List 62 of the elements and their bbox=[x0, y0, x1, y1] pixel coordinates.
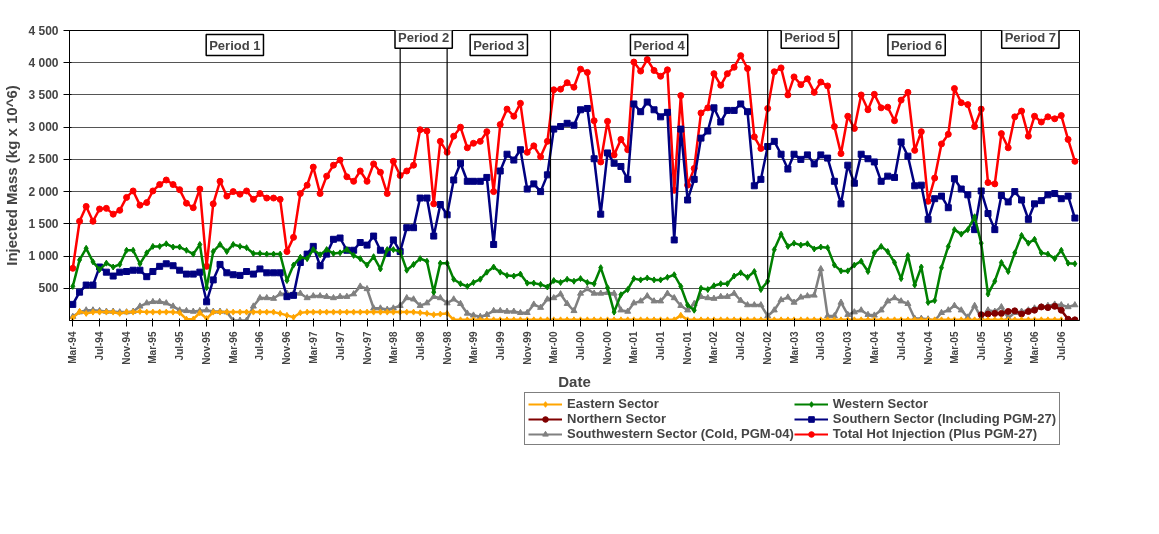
annotation: Period 5 bbox=[784, 30, 836, 46]
x-tick-label: Nov-94 bbox=[121, 331, 133, 365]
x-tick-label: Mar-06 bbox=[1029, 331, 1041, 364]
x-tick-label: Nov-98 bbox=[441, 331, 453, 365]
y-tick-label: 4 000 bbox=[28, 55, 59, 70]
legend-label: Eastern Sector bbox=[567, 396, 659, 411]
x-tick-label: Mar-94 bbox=[67, 331, 79, 364]
legend-label: Southwestern Sector (Cold, PGM-04) bbox=[567, 426, 794, 441]
annotation: Period 7 bbox=[1004, 30, 1056, 46]
x-tick-label: Nov-95 bbox=[201, 331, 213, 365]
x-tick-label: Jul-99 bbox=[494, 331, 506, 361]
x-tick-label: Mar-97 bbox=[307, 331, 319, 364]
x-tick-label: Mar-05 bbox=[948, 331, 960, 364]
y-tick-label: 2 500 bbox=[28, 152, 59, 167]
legend-label: Northern Sector bbox=[567, 411, 666, 426]
x-tick-label: Mar-02 bbox=[708, 331, 720, 364]
x-tick-label: Jul-04 bbox=[895, 331, 907, 361]
x-tick-label: Jul-98 bbox=[414, 331, 426, 361]
x-tick-label: Mar-99 bbox=[467, 331, 479, 364]
annotation: Period 1 bbox=[209, 37, 261, 53]
x-tick-label: Mar-03 bbox=[788, 331, 800, 364]
annotation: Period 3 bbox=[473, 37, 525, 53]
annotation: Period 6 bbox=[890, 37, 943, 53]
x-tick-label: Nov-00 bbox=[602, 331, 614, 365]
x-tick-label: Mar-96 bbox=[227, 331, 239, 364]
y-tick-label: 2 000 bbox=[28, 184, 59, 199]
y-axis-title: Injected Mass (kg x 10^6) bbox=[3, 85, 21, 266]
x-tick-label: Jul-03 bbox=[815, 331, 827, 361]
x-tick-label: Nov-02 bbox=[762, 331, 774, 365]
x-tick-label: Nov-01 bbox=[682, 331, 694, 365]
legend-label: Western Sector bbox=[832, 396, 928, 411]
x-tick-label: Mar-98 bbox=[387, 331, 399, 364]
y-tick-label: 4 500 bbox=[28, 23, 59, 38]
y-tick-label: 3 500 bbox=[28, 87, 59, 102]
x-tick-label: Nov-96 bbox=[281, 331, 293, 365]
y-tick-label: 1 000 bbox=[28, 249, 59, 264]
x-tick-label: Jul-96 bbox=[254, 331, 266, 361]
y-tick-label: 1 500 bbox=[28, 216, 59, 231]
x-tick-label: Nov-05 bbox=[1002, 331, 1014, 365]
annotation: Period 4 bbox=[633, 37, 686, 53]
x-tick-label: Jul-94 bbox=[94, 331, 106, 361]
x-tick-label: Jul-01 bbox=[655, 331, 667, 361]
annotation: Period 2 bbox=[398, 30, 450, 46]
x-axis-title: Date bbox=[558, 372, 591, 390]
x-tick-label: Jul-02 bbox=[735, 331, 747, 361]
x-tick-label: Mar-95 bbox=[147, 331, 159, 364]
x-tick-label: Jul-06 bbox=[1055, 331, 1067, 361]
x-tick-label: Nov-04 bbox=[922, 331, 934, 365]
x-tick-label: Mar-00 bbox=[548, 331, 560, 364]
x-tick-label: Jul-97 bbox=[334, 331, 346, 361]
x-tick-label: Nov-97 bbox=[361, 331, 373, 365]
x-tick-label: Mar-04 bbox=[868, 331, 880, 364]
x-tick-label: Nov-03 bbox=[842, 331, 854, 365]
x-tick-label: Mar-01 bbox=[628, 331, 640, 364]
y-tick-label: 3 000 bbox=[28, 120, 59, 135]
legend-label: Total Hot Injection (Plus PGM-27) bbox=[832, 426, 1037, 441]
legend-label: Southern Sector (Including PGM-27) bbox=[832, 411, 1056, 426]
y-tick-label: 500 bbox=[38, 281, 59, 296]
x-tick-label: Nov-99 bbox=[521, 331, 533, 365]
x-tick-label: Jul-05 bbox=[975, 331, 987, 361]
x-tick-label: Jul-95 bbox=[174, 331, 186, 361]
x-tick-label: Jul-00 bbox=[575, 331, 587, 361]
